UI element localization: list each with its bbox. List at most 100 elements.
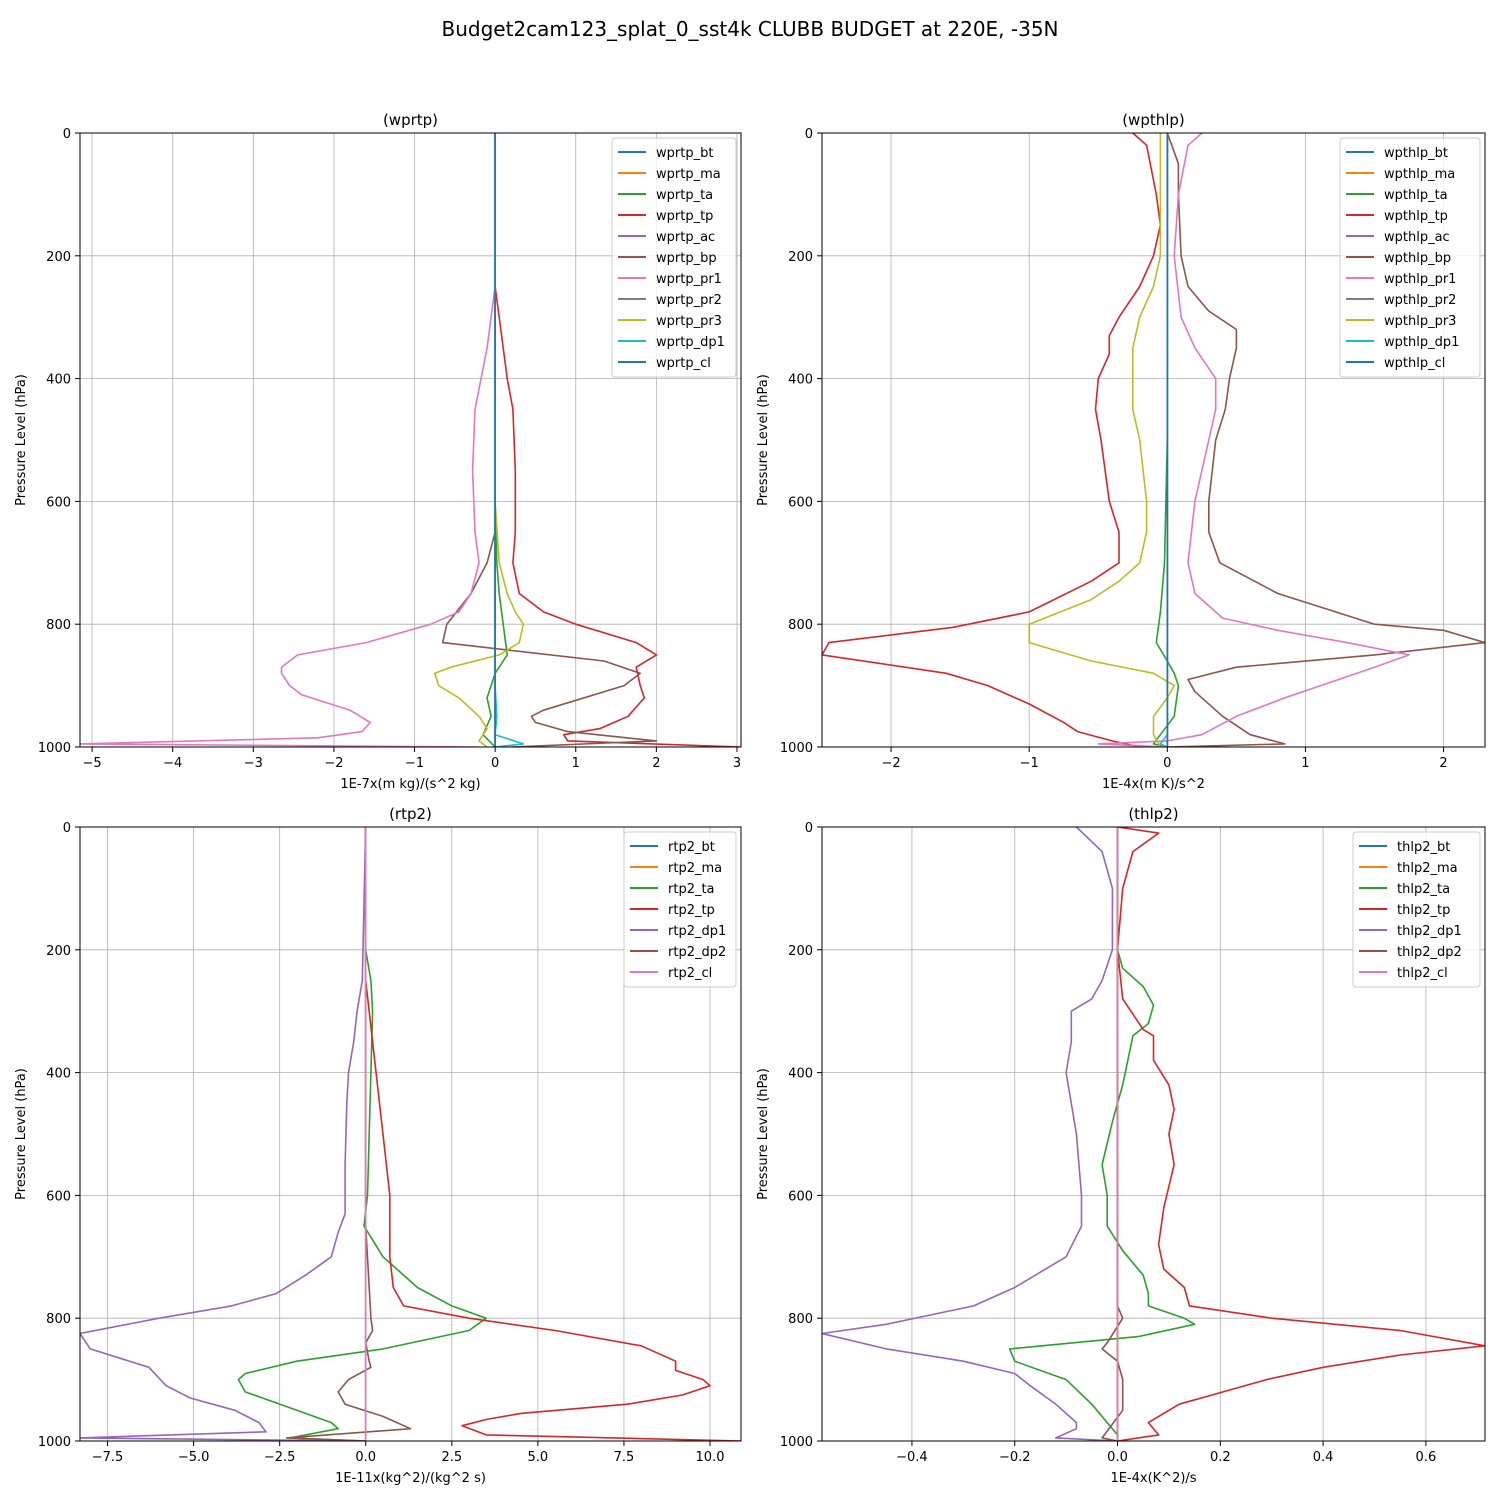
series-line-wprtp_pr1 bbox=[80, 133, 496, 747]
legend-label: wpthlp_pr3 bbox=[1384, 314, 1456, 329]
y-tick-label: 400 bbox=[788, 1067, 813, 1082]
legend-label: wpthlp_dp1 bbox=[1384, 335, 1459, 350]
legend-label: wprtp_bp bbox=[656, 251, 717, 266]
x-tick-label: 5.0 bbox=[528, 1450, 549, 1465]
legend-label: thlp2_dp1 bbox=[1397, 924, 1462, 939]
legend-box bbox=[1352, 831, 1481, 988]
series-line-thlp2_ta bbox=[1008, 827, 1196, 1441]
legend-label: wpthlp_ta bbox=[1384, 188, 1448, 203]
legend-label: wpthlp_ac bbox=[1384, 230, 1450, 245]
axes-frame bbox=[79, 826, 742, 1442]
legend-label: rtp2_dp1 bbox=[668, 924, 726, 939]
panel-4: −0.4 −0.2 0.0 0.2 0.4 0.6 0 200 400 600 800 1000 (th… bbox=[756, 805, 1486, 1486]
x-tick-label: −1 bbox=[1020, 756, 1039, 771]
legend-label: wprtp_bt bbox=[656, 146, 713, 161]
x-tick-label: −0.2 bbox=[999, 1450, 1031, 1465]
x-axis-label: 1E-7x(m kg)/(s^2 kg) bbox=[340, 777, 480, 792]
legend-label: wprtp_ma bbox=[656, 167, 721, 182]
legend-label: wprtp_ac bbox=[656, 230, 715, 245]
x-tick-label: −5 bbox=[83, 756, 102, 771]
series-group bbox=[822, 827, 1485, 1441]
legend-label: wprtp_pr3 bbox=[656, 314, 722, 329]
legend-label: wpthlp_bp bbox=[1384, 251, 1451, 266]
legend-label: wprtp_dp1 bbox=[656, 335, 725, 350]
legend-label: wpthlp_cl bbox=[1384, 356, 1445, 371]
panel-title: (thlp2) bbox=[1128, 805, 1178, 823]
panel-title: (wpthlp) bbox=[1122, 111, 1185, 129]
series-line-wpthlp_bp bbox=[1166, 133, 1485, 747]
y-tick-label: 0 bbox=[805, 821, 813, 836]
legend-label: wprtp_pr1 bbox=[656, 272, 722, 287]
x-tick-label: −5.0 bbox=[178, 1450, 210, 1465]
series-line-rtp2_dp2 bbox=[285, 827, 412, 1441]
x-tick-label: 2.5 bbox=[441, 1450, 462, 1465]
y-tick-label: 600 bbox=[46, 1189, 71, 1204]
legend-label: rtp2_dp2 bbox=[668, 945, 726, 960]
x-tick-label: 0 bbox=[1163, 756, 1171, 771]
y-axis-label: Pressure Level (hPa) bbox=[14, 1068, 29, 1200]
x-tick-label: 0 bbox=[491, 756, 499, 771]
y-tick-label: 0 bbox=[63, 127, 71, 142]
x-tick-label: −4 bbox=[163, 756, 182, 771]
panel-title: (rtp2) bbox=[389, 805, 432, 823]
legend-label: rtp2_cl bbox=[668, 966, 712, 981]
series-line-thlp2_dp2 bbox=[1101, 827, 1124, 1441]
y-tick-label: 800 bbox=[788, 618, 813, 633]
x-axis-label: 1E-4x(K^2)/s bbox=[1110, 1471, 1196, 1486]
y-tick-label: 600 bbox=[788, 495, 813, 510]
y-axis-label: Pressure Level (hPa) bbox=[756, 1068, 771, 1200]
y-axis-label: Pressure Level (hPa) bbox=[756, 374, 771, 506]
y-tick-label: 600 bbox=[788, 1189, 813, 1204]
x-tick-label: 0.4 bbox=[1313, 1450, 1334, 1465]
y-tick-label: 800 bbox=[46, 618, 71, 633]
panel-2: −2 −1 0 1 2 0 200 400 600 800 1000 (wpthlp) 1E-4x(m … bbox=[756, 111, 1486, 792]
series-line-wpthlp_pr1 bbox=[1097, 133, 1410, 747]
x-tick-label: 3 bbox=[733, 756, 741, 771]
legend-label: wprtp_cl bbox=[656, 356, 711, 371]
x-tick-label: 0.2 bbox=[1210, 1450, 1231, 1465]
legend-label: wpthlp_bt bbox=[1384, 146, 1448, 161]
panel-3: −7.5 −5.0 −2.5 0.0 2.5 5.0 7.5 10.0 0 200 400 600 80… bbox=[14, 805, 742, 1486]
figure-title: Budget2cam123_splat_0_sst4k CLUBB BUDGET… bbox=[441, 17, 1058, 41]
y-tick-label: 200 bbox=[46, 250, 71, 265]
legend-label: wpthlp_ma bbox=[1384, 167, 1455, 182]
x-tick-label: 0.0 bbox=[1107, 1450, 1128, 1465]
legend-label: wprtp_ta bbox=[656, 188, 713, 203]
series-line-rtp2_tp bbox=[364, 827, 741, 1441]
y-axis-label: Pressure Level (hPa) bbox=[14, 374, 29, 506]
x-tick-label: 7.5 bbox=[614, 1450, 635, 1465]
y-tick-label: 200 bbox=[46, 944, 71, 959]
x-tick-label: 2 bbox=[652, 756, 660, 771]
x-tick-label: 0.6 bbox=[1416, 1450, 1437, 1465]
legend-box bbox=[623, 831, 737, 988]
y-tick-label: 1000 bbox=[780, 741, 813, 756]
legend: thlp2_bt thlp2_ma thlp2_ta thlp2_tp thlp2_dp… bbox=[1352, 831, 1481, 988]
y-tick-label: 1000 bbox=[38, 1435, 71, 1450]
legend-label: rtp2_ta bbox=[668, 882, 715, 897]
legend: wpthlp_bt wpthlp_ma wpthlp_ta wpthlp_tpwpth… bbox=[1339, 137, 1481, 378]
y-tick-label: 200 bbox=[788, 250, 813, 265]
legend-box bbox=[1339, 137, 1481, 378]
legend-label: thlp2_ta bbox=[1397, 882, 1450, 897]
series-line-wprtp_tp bbox=[494, 133, 741, 747]
legend-label: rtp2_ma bbox=[668, 861, 722, 876]
series-group bbox=[80, 827, 741, 1441]
series-line-wpthlp_pr3 bbox=[1028, 133, 1175, 747]
x-tick-label: −1 bbox=[405, 756, 424, 771]
legend-label: rtp2_bt bbox=[668, 840, 715, 855]
legend-label: thlp2_ma bbox=[1397, 861, 1458, 876]
x-axis-label: 1E-4x(m K)/s^2 bbox=[1102, 777, 1205, 792]
x-tick-label: −2 bbox=[324, 756, 343, 771]
axes-frame bbox=[79, 132, 742, 748]
y-tick-label: 200 bbox=[788, 944, 813, 959]
y-tick-label: 600 bbox=[46, 495, 71, 510]
x-tick-label: 0.0 bbox=[355, 1450, 376, 1465]
series-line-thlp2_tp bbox=[1116, 827, 1485, 1441]
axes-frame bbox=[821, 132, 1486, 748]
y-tick-label: 400 bbox=[46, 1067, 71, 1082]
y-tick-label: 400 bbox=[788, 373, 813, 388]
x-tick-label: −0.4 bbox=[896, 1450, 928, 1465]
series-group bbox=[80, 133, 741, 747]
